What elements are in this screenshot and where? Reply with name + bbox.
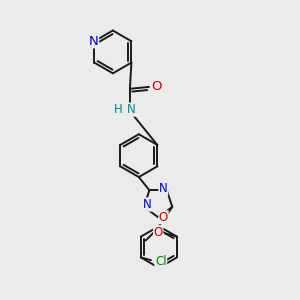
Text: O: O (154, 226, 163, 239)
Text: H: H (114, 103, 123, 116)
Text: N: N (127, 103, 136, 116)
Text: N: N (159, 182, 168, 195)
Text: O: O (152, 80, 162, 93)
Text: O: O (159, 211, 168, 224)
Text: Cl: Cl (155, 255, 166, 268)
Text: N: N (143, 198, 152, 211)
Text: N: N (89, 35, 99, 48)
